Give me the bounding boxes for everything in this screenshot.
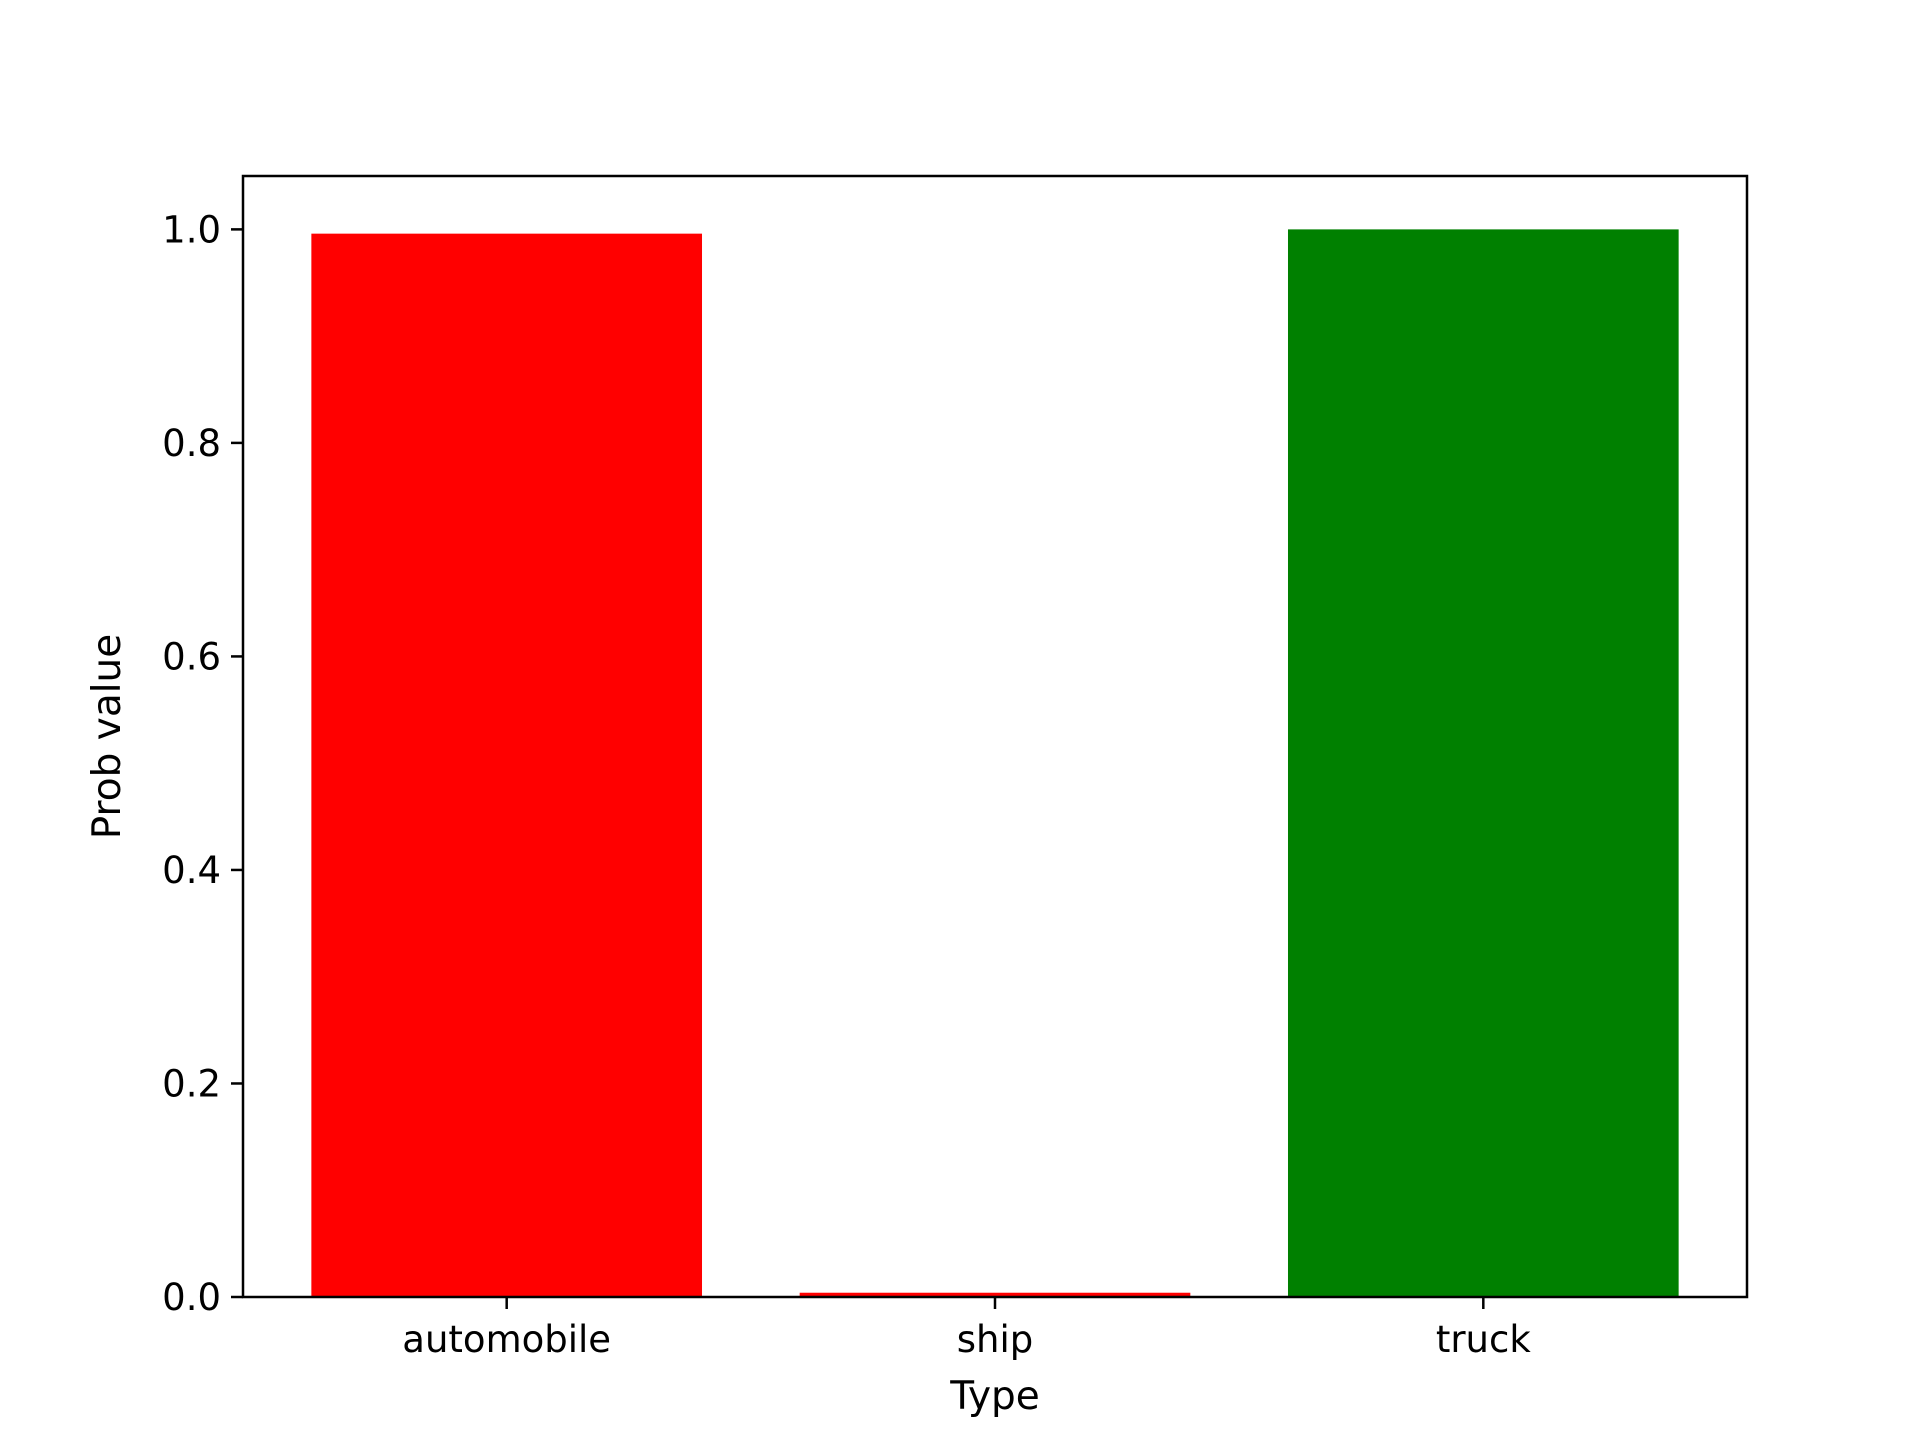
x-axis-label: Type bbox=[949, 1374, 1040, 1419]
plot-frame bbox=[241, 174, 1749, 1299]
bar-ship bbox=[799, 1292, 1191, 1297]
y-tick-label: 0.6 bbox=[162, 635, 221, 678]
y-tick-label: 0.0 bbox=[162, 1276, 221, 1319]
y-tick-label: 1.0 bbox=[162, 208, 221, 251]
x-axis-ticks: automobile ship truck bbox=[402, 1297, 1531, 1361]
x-tick-label-truck: truck bbox=[1436, 1318, 1532, 1361]
y-tick-label: 0.2 bbox=[162, 1062, 221, 1105]
y-axis-ticks: 0.0 0.2 0.4 0.6 0.8 1.0 bbox=[162, 208, 243, 1319]
bars-group bbox=[311, 229, 1679, 1298]
x-tick-label-ship: ship bbox=[957, 1318, 1034, 1361]
x-tick-label-automobile: automobile bbox=[402, 1318, 611, 1361]
bar-truck bbox=[1287, 229, 1679, 1297]
y-axis-label: Prob value bbox=[85, 634, 130, 840]
bar-automobile bbox=[311, 233, 703, 1298]
y-tick-label: 0.4 bbox=[162, 849, 221, 892]
y-tick-label: 0.8 bbox=[162, 422, 221, 465]
